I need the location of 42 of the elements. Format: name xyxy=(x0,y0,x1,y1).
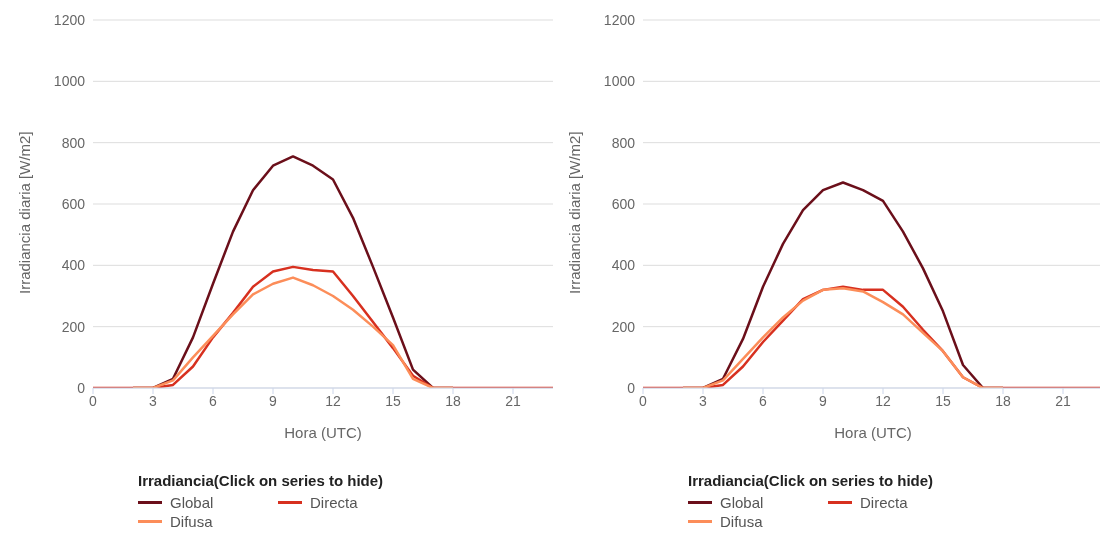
x-tick-label: 21 xyxy=(505,392,521,409)
x-tick-label: 18 xyxy=(445,392,461,409)
y-tick-label: 600 xyxy=(61,195,86,212)
x-tick-label: 0 xyxy=(89,392,98,409)
x-tick-label: 9 xyxy=(269,392,278,409)
legend-label: Directa xyxy=(859,493,909,512)
x-tick-label: 21 xyxy=(1055,392,1071,409)
legend-label: Difusa xyxy=(719,512,764,531)
x-axis-title: Hora (UTC) xyxy=(834,424,912,441)
x-tick-label: 12 xyxy=(325,392,341,409)
y-tick-label: 600 xyxy=(611,195,636,212)
y-tick-label: 400 xyxy=(61,257,86,274)
x-tick-label: 15 xyxy=(385,392,401,409)
legend-label: Directa xyxy=(309,493,359,512)
x-tick-label: 15 xyxy=(935,392,951,409)
y-tick-label: 1200 xyxy=(53,11,86,28)
x-tick-label: 6 xyxy=(209,392,218,409)
y-tick-label: 200 xyxy=(61,318,86,335)
x-tick-label: 12 xyxy=(875,392,891,409)
x-tick-label: 18 xyxy=(995,392,1011,409)
legend-label: Global xyxy=(719,493,765,512)
x-tick-label: 9 xyxy=(819,392,828,409)
y-axis-title: Irradiancia diaria [W/m2] xyxy=(566,131,584,294)
y-tick-label: 1000 xyxy=(603,73,636,90)
x-tick-label: 3 xyxy=(699,392,708,409)
y-tick-label: 200 xyxy=(611,318,636,335)
legend-title: Irradiancia(Click on series to hide) xyxy=(138,472,385,489)
x-axis-title: Hora (UTC) xyxy=(284,424,362,441)
legend-title: Irradiancia(Click on series to hide) xyxy=(688,472,935,489)
legend-label: Global xyxy=(169,493,215,512)
x-tick-label: 6 xyxy=(759,392,768,409)
y-tick-label: 0 xyxy=(77,379,86,396)
y-tick-label: 800 xyxy=(61,134,86,151)
legend-label: Difusa xyxy=(169,512,214,531)
x-tick-label: 3 xyxy=(149,392,158,409)
y-tick-label: 0 xyxy=(627,379,636,396)
y-tick-label: 800 xyxy=(611,134,636,151)
x-tick-label: 0 xyxy=(639,392,648,409)
y-tick-label: 400 xyxy=(611,257,636,274)
y-tick-label: 1200 xyxy=(603,11,636,28)
y-tick-label: 1000 xyxy=(53,73,86,90)
y-axis-title: Irradiancia diaria [W/m2] xyxy=(16,131,34,294)
